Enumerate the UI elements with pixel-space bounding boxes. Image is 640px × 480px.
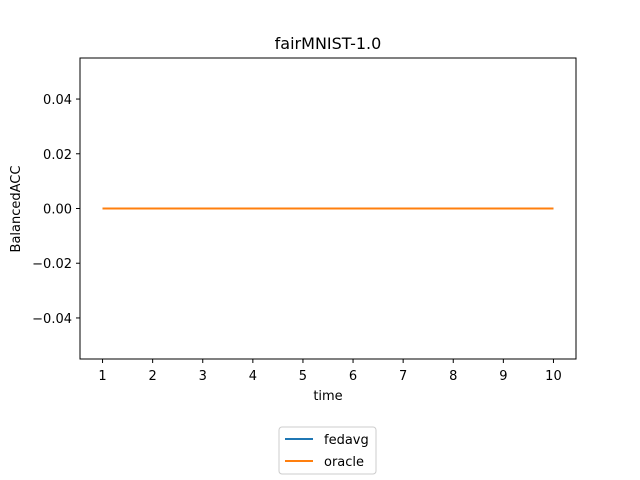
x-axis-ticks: 1 2 3 4 5 6 7 8 9 10 (98, 359, 562, 384)
plot-area-frame (79, 57, 577, 360)
x-tick-label: 2 (149, 369, 157, 384)
y-axis-ticks: 0.04 0.02 0.00 −0.02 −0.04 (32, 93, 80, 327)
x-axis-label: time (313, 389, 342, 404)
y-tick-label: −0.04 (32, 312, 72, 327)
x-tick-label: 4 (249, 369, 257, 384)
x-tick-label: 1 (98, 369, 106, 384)
legend-label-fedavg: fedavg (324, 433, 369, 448)
y-tick-label: 0.04 (43, 93, 72, 108)
x-tick-label: 7 (399, 369, 407, 384)
chart-title: fairMNIST-1.0 (275, 34, 382, 53)
y-tick-label: 0.00 (43, 203, 72, 218)
x-tick-label: 3 (199, 369, 207, 384)
y-axis-label: BalancedACC (9, 166, 24, 253)
legend: fedavg oracle (278, 426, 377, 475)
legend-label-oracle: oracle (324, 455, 364, 470)
y-tick-label: −0.02 (32, 257, 72, 272)
x-tick-label: 5 (299, 369, 307, 384)
x-tick-label: 6 (349, 369, 357, 384)
x-tick-label: 10 (545, 369, 562, 384)
x-tick-label: 8 (449, 369, 457, 384)
y-tick-label: 0.02 (43, 148, 72, 163)
x-tick-label: 9 (499, 369, 507, 384)
